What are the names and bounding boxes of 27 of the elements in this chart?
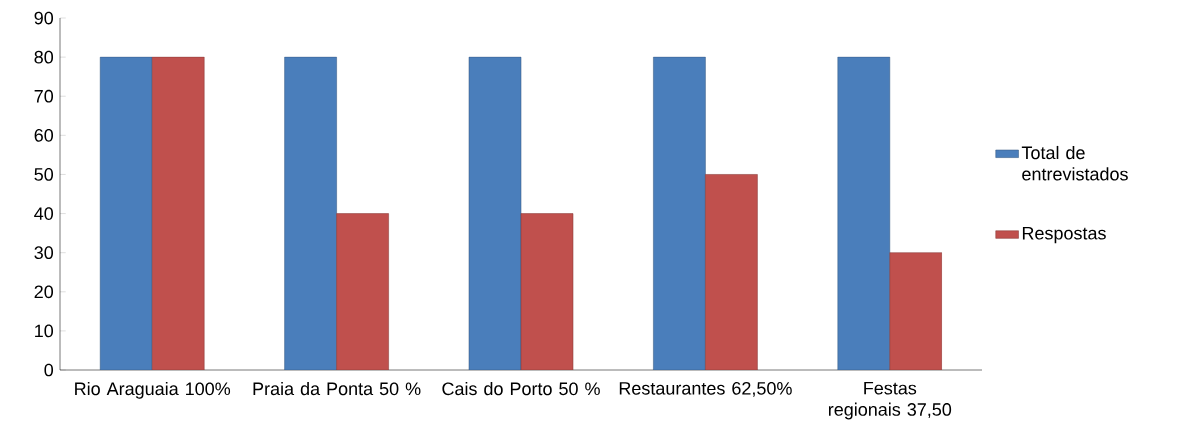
bar bbox=[284, 56, 337, 370]
legend-label: Respostas bbox=[1022, 227, 1106, 244]
y-tick-label: 80 bbox=[34, 50, 54, 64]
legend-label: Total de entrevistados bbox=[1021, 145, 1128, 181]
bar bbox=[468, 56, 522, 370]
bar bbox=[889, 252, 943, 370]
x-tick-label: Praia da Ponta 50 % bbox=[253, 381, 421, 396]
bar bbox=[653, 56, 706, 370]
y-tick-label: 30 bbox=[34, 246, 54, 260]
bar bbox=[837, 56, 891, 370]
y-tick-label: 50 bbox=[34, 168, 54, 181]
y-tick-label: 60 bbox=[34, 128, 54, 142]
bar bbox=[151, 56, 205, 370]
x-tick-label: Festas regionais 37,50 bbox=[828, 381, 952, 420]
x-tick-label: Rio Araguaia 100% bbox=[75, 381, 231, 399]
y-tick-label: 0 bbox=[44, 363, 54, 377]
y-tick-label: 90 bbox=[34, 11, 54, 25]
bar bbox=[520, 213, 574, 370]
bar bbox=[336, 213, 389, 370]
y-tick-label: 70 bbox=[34, 89, 54, 103]
x-tick-label: Restaurantes 62,50% bbox=[619, 381, 792, 397]
bar bbox=[705, 174, 758, 370]
x-tick-label: Cais do Porto 50 % bbox=[442, 381, 600, 396]
y-tick-label: 40 bbox=[34, 207, 54, 220]
y-tick-label: 20 bbox=[34, 285, 54, 299]
bar bbox=[99, 56, 153, 370]
y-tick-label: 10 bbox=[35, 324, 54, 338]
